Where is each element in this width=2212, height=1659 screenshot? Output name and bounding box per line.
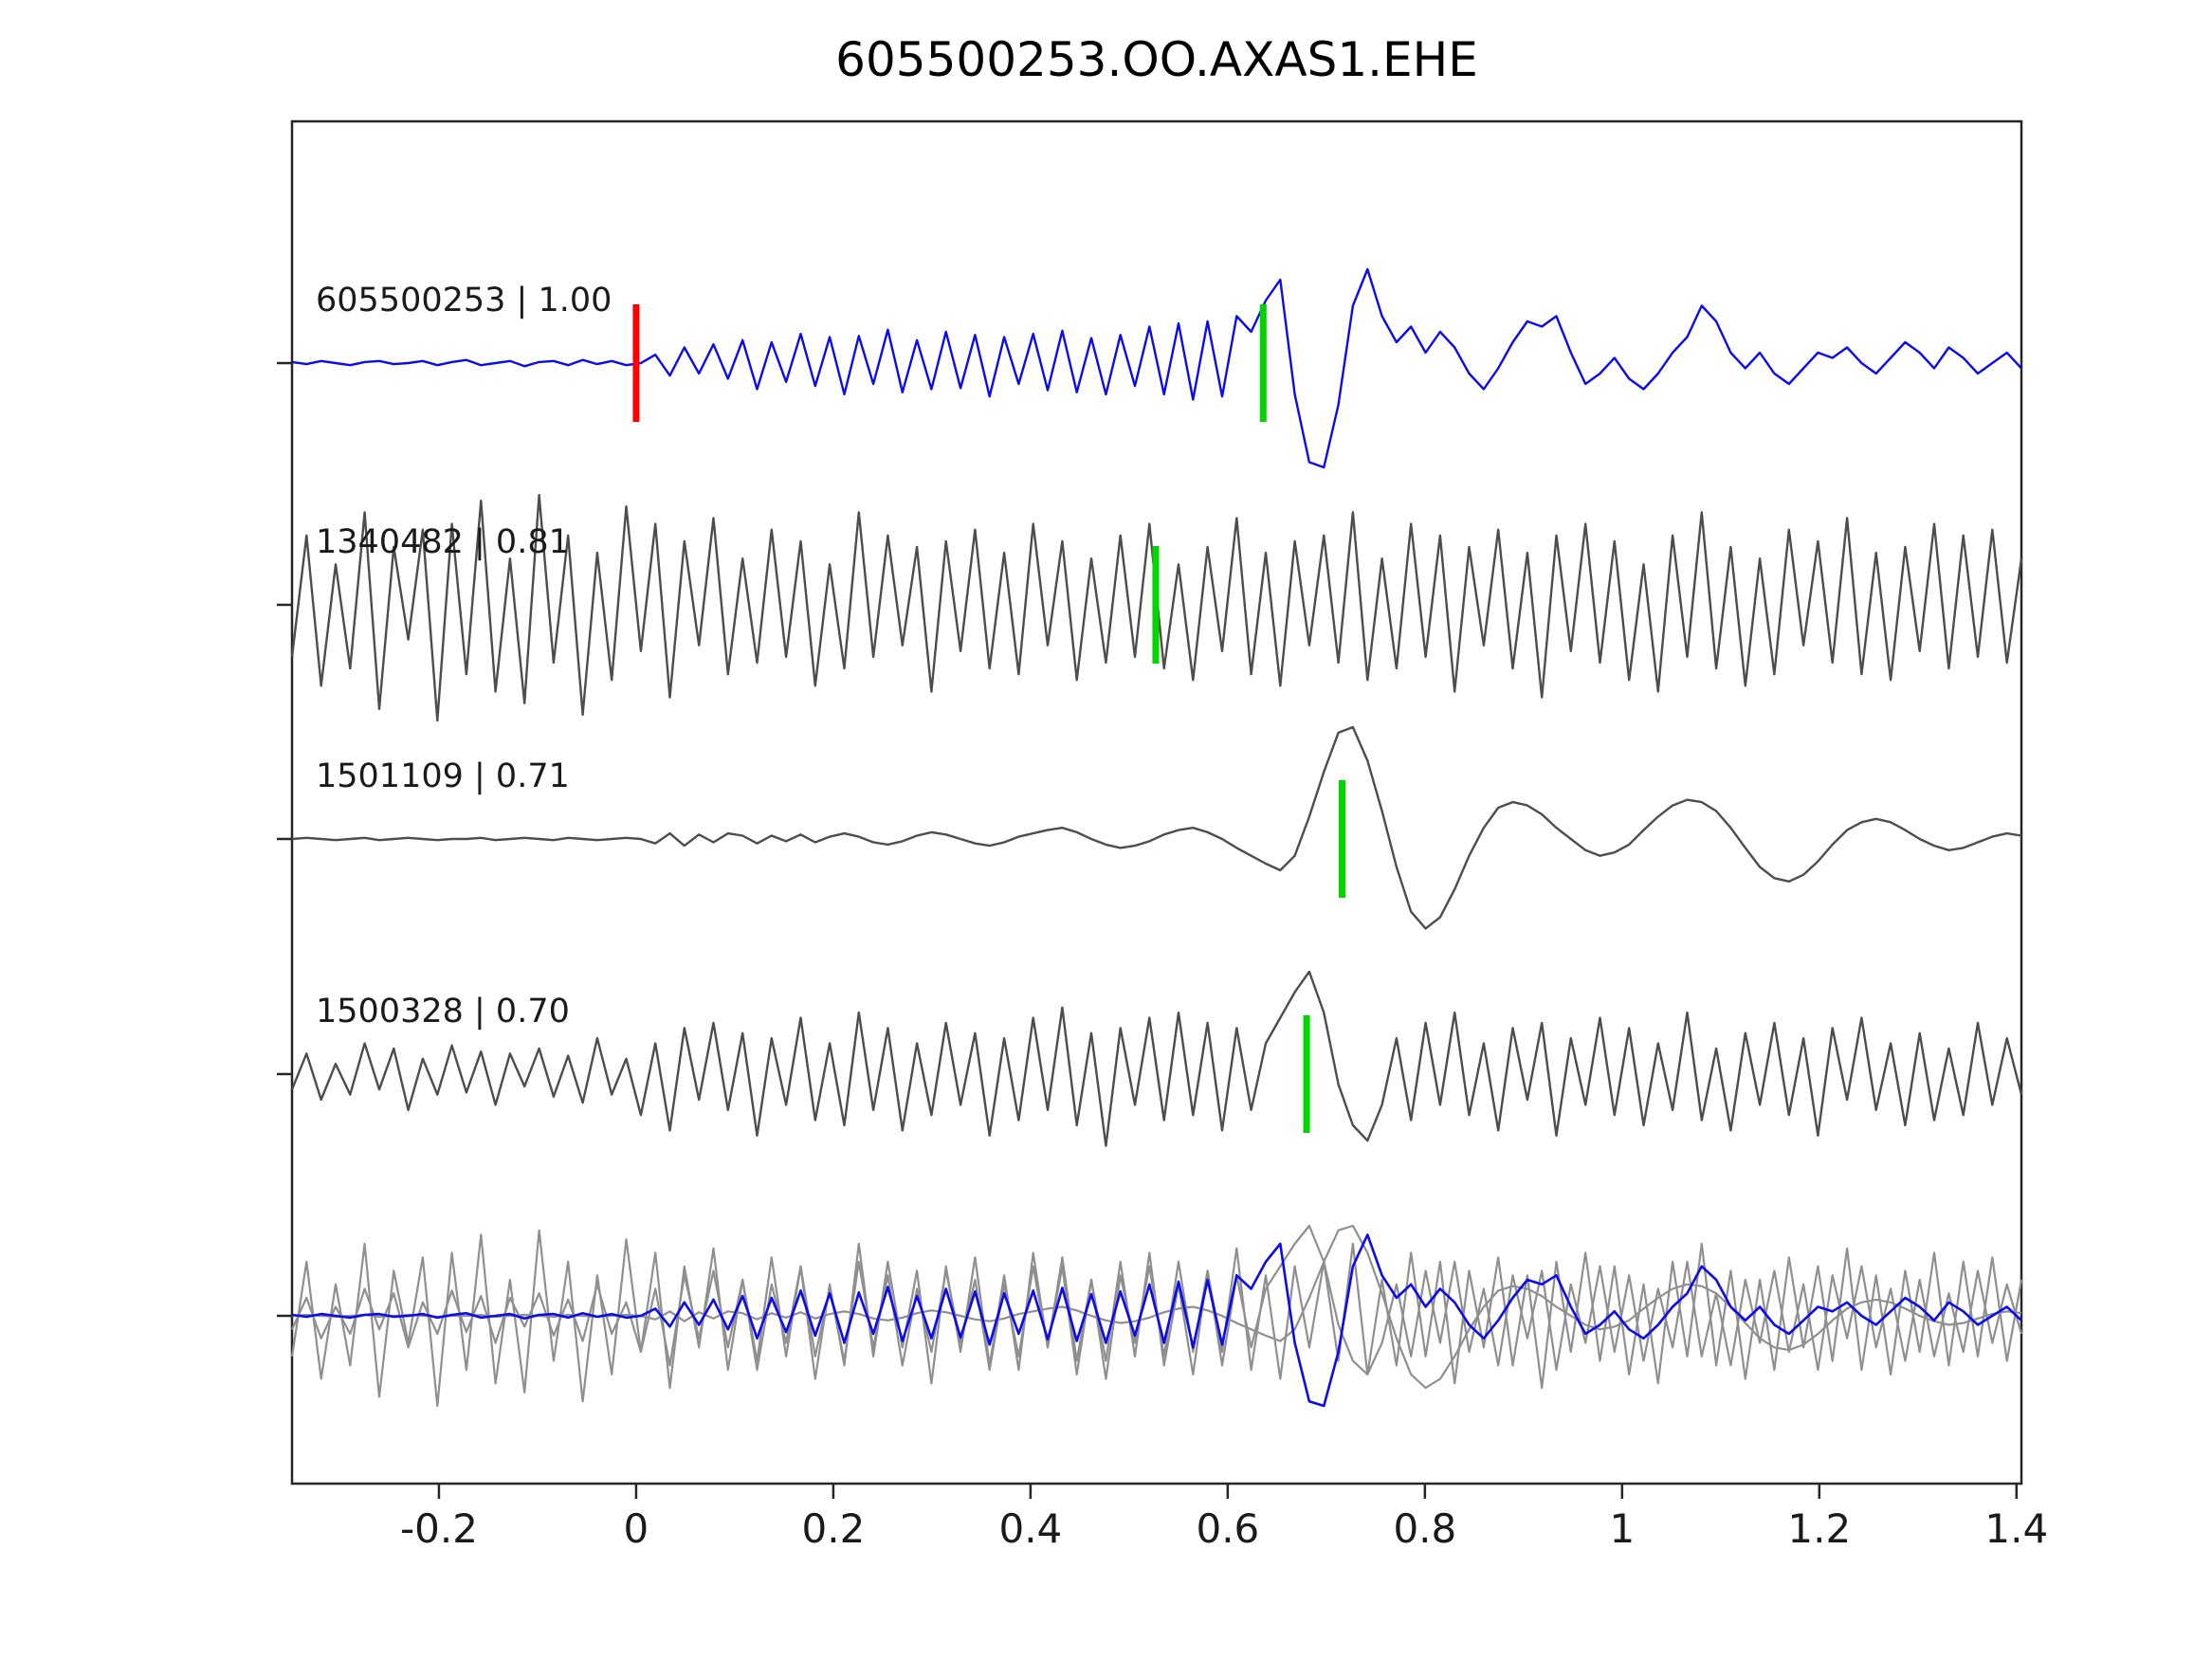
waveform-trace-605500253 xyxy=(291,267,2022,469)
axes-box xyxy=(290,119,2023,1486)
trace-label: 1340482 | 0.81 xyxy=(316,523,570,561)
x-tick-label: -0.2 xyxy=(400,1505,478,1552)
overlay-blue-trace-605500253 xyxy=(291,1233,2022,1408)
x-tick-label: 1.4 xyxy=(1984,1505,2048,1552)
trace-label: 605500253 | 1.00 xyxy=(316,282,612,319)
x-tick-label: 0 xyxy=(624,1505,649,1552)
waveform-trace-1500328 xyxy=(290,970,2023,1147)
chart-title: 605500253.OO.AXAS1.EHE xyxy=(835,32,1478,87)
x-tick-label: 0.6 xyxy=(1196,1505,1259,1552)
x-tick-label: 0.4 xyxy=(998,1505,1062,1552)
x-tick-label: 0.2 xyxy=(802,1505,866,1552)
waveform-trace-1501109 xyxy=(291,725,2022,930)
x-tick-label: 1.2 xyxy=(1787,1505,1851,1552)
trace-label: 1501109 | 0.71 xyxy=(316,757,570,795)
x-tick-label: 0.8 xyxy=(1393,1505,1456,1552)
trace-label: 1500328 | 0.70 xyxy=(316,993,570,1030)
x-tick-label: 1 xyxy=(1609,1505,1635,1552)
